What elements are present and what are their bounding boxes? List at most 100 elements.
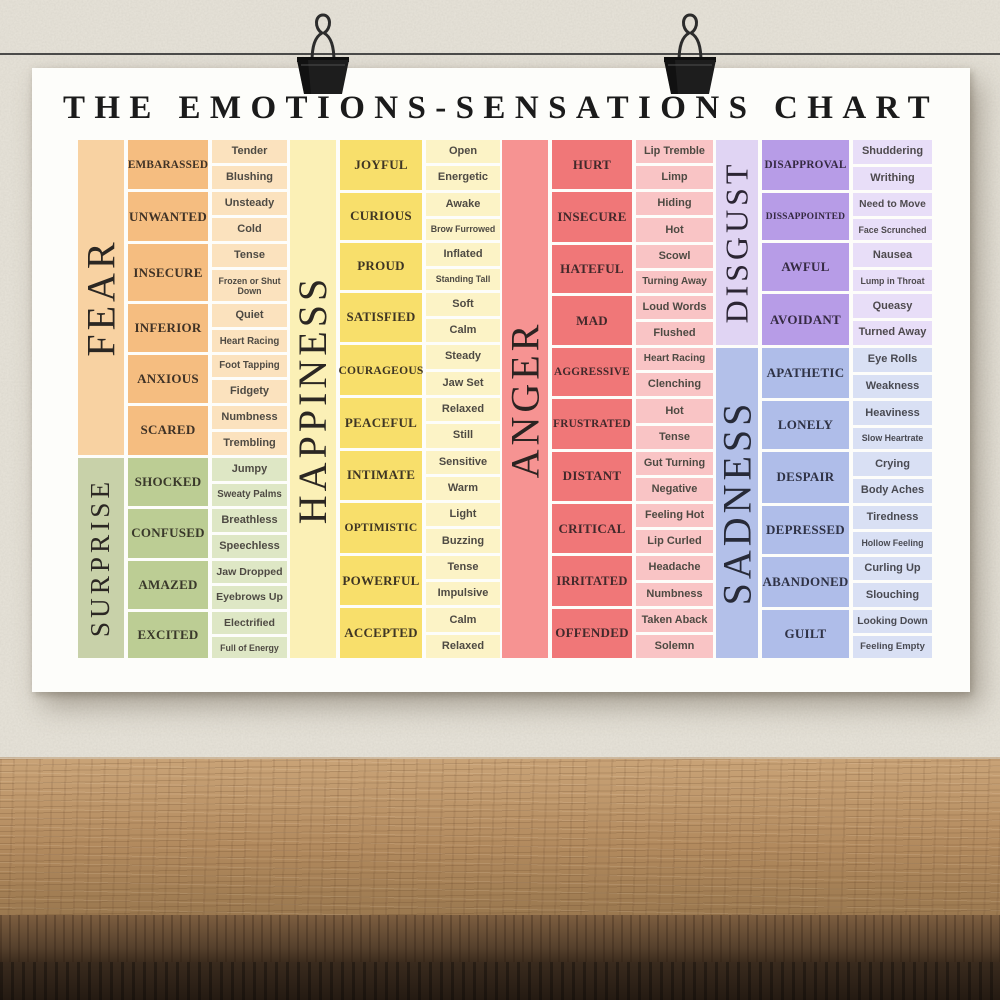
sensation-cell: Shuddering (853, 140, 932, 164)
sensation-cell: Buzzing (426, 529, 500, 553)
sensation-cell: Unsteady (212, 192, 287, 216)
emotion-cell: JOYFUL (340, 140, 422, 190)
sensation-cell: Hollow Feeling (853, 532, 932, 554)
page-title: THE EMOTIONS-SENSATIONS CHART (62, 90, 940, 126)
sensation-cell: Curling Up (853, 556, 932, 581)
sensation-cell: Quiet (212, 304, 287, 328)
group-band-anger: ANGER (502, 140, 548, 658)
sensation-cell: Breathless (212, 508, 287, 532)
sensation-cell: Steady (426, 345, 500, 369)
emotion-cell: ACCEPTED (340, 608, 422, 658)
emotion-cell: OPTIMISTIC (340, 503, 422, 553)
sensation-cell: Fidgety (212, 379, 287, 403)
sensation-cell: Turning Away (636, 270, 713, 293)
sensation-cell: Electrified (212, 611, 287, 635)
emotion-cell: AWFUL (762, 243, 849, 292)
emotion-cell: INTIMATE (340, 450, 422, 501)
emotion-cell: UNWANTED (128, 192, 208, 242)
sensation-cell: Hot (636, 399, 713, 423)
sensation-cell: Heaviness (853, 401, 932, 426)
sensation-cell: Face Scrunched (853, 219, 932, 241)
group-label-disgust: DISGUST (719, 161, 755, 324)
sensation-cell: Warm (426, 476, 500, 501)
sensation-cell: Jaw Set (426, 371, 500, 395)
emotion-cell: INFERIOR (128, 304, 208, 352)
sensation-cell: Tense (212, 244, 287, 268)
column-group: DISGUST DISAPPROVAL Shuddering Writhing DISS… (716, 140, 932, 658)
binder-clip-icon (297, 13, 349, 94)
sensation-cell: Feeling Hot (636, 504, 713, 528)
sensation-cell: Open (426, 140, 500, 164)
sensation-cell: Sweaty Palms (212, 483, 287, 506)
emotion-cell: APATHETIC (762, 347, 849, 399)
hanging-wire (0, 53, 1000, 55)
sensation-cell: Foot Tapping (212, 355, 287, 377)
sensation-cell: Eyebrows Up (212, 586, 287, 609)
emotion-cell: PEACEFUL (340, 397, 422, 448)
chart: FEAR EMBARASSED Tender Blushing UNWANTED Unst… (32, 140, 970, 658)
sensation-cell: Awake (426, 192, 500, 216)
emotion-cell: DEPRESSED (762, 505, 849, 554)
sensation-cell: Relaxed (426, 634, 500, 658)
sensation-cell: Feeling Empty (853, 636, 932, 658)
table-top-surface (0, 757, 1000, 917)
sensation-cell: Light (426, 503, 500, 527)
sensation-cell: Tense (426, 555, 500, 580)
sensation-cell: Hiding (636, 192, 713, 216)
group-label-sadness: SADNESS (716, 399, 758, 606)
sensation-cell: Looking Down (853, 610, 932, 634)
group-band-happiness: HAPPINESS (290, 140, 336, 658)
sensation-cell: Full of Energy (212, 637, 287, 658)
emotion-cell: SCARED (128, 405, 208, 455)
emotion-cell: COURAGEOUS (338, 345, 423, 395)
sensation-cell: Blushing (212, 166, 287, 190)
sensation-cell: Relaxed (426, 397, 500, 422)
sensation-cell: Tender (212, 140, 287, 164)
sensation-cell: Weakness (853, 374, 932, 399)
sensation-cell: Clenching (636, 373, 713, 397)
emotion-cell: CONFUSED (128, 508, 208, 558)
emotion-cell: DESPAIR (762, 452, 849, 503)
sensation-cell: Scowl (636, 244, 713, 268)
sensation-cell: Trembling (212, 431, 287, 455)
emotion-cell: PROUD (340, 242, 422, 290)
sensation-cell: Body Aches (853, 478, 932, 503)
sensation-cell: Impulsive (426, 582, 500, 606)
emotion-cell: LONELY (762, 401, 849, 450)
emotion-cell: EMBARASSED (128, 140, 208, 190)
sensation-cell: Standing Tall (426, 268, 500, 290)
emotion-cell: CURIOUS (340, 192, 422, 240)
emotion-cell: EXCITED (128, 611, 208, 658)
sensation-cell: Cold (212, 218, 287, 242)
emotion-cell: HURT (552, 140, 632, 190)
sensation-cell: Gut Turning (636, 451, 713, 475)
sensation-cell: Soft (426, 292, 500, 316)
sensation-cell: Writhing (853, 166, 932, 191)
sensation-cell: Flushed (636, 322, 713, 346)
sensation-cell: Sensitive (426, 450, 500, 474)
sensation-cell: Slow Heartrate (853, 428, 932, 450)
emotion-cell: MAD (552, 295, 632, 346)
emotion-cell: POWERFUL (340, 555, 422, 606)
sensation-cell: Solemn (636, 634, 713, 658)
group-band-surprise: SURPRISE (78, 457, 124, 658)
group-label-fear: FEAR (78, 238, 124, 357)
group-band-disgust: DISGUST (716, 140, 758, 345)
sensation-cell: Queasy (853, 294, 932, 319)
group-label-surprise: SURPRISE (85, 478, 116, 638)
sensation-cell: Inflated (426, 242, 500, 266)
emotion-cell: IRRITATED (552, 556, 632, 606)
sensation-cell: Negative (636, 477, 713, 502)
sensation-cell: Numbness (212, 405, 287, 429)
emotion-cell: HATEFUL (552, 244, 632, 293)
emotion-cell: AGGRESSIVE (552, 348, 632, 397)
emotion-cell: GUILT (762, 610, 849, 658)
sensation-cell: Speechless (212, 534, 287, 558)
sensation-cell: Heart Racing (212, 330, 287, 352)
emotion-cell: FRUSTRATED (552, 399, 632, 449)
emotion-cell: DISAPPROVAL (762, 140, 849, 191)
group-label-anger: ANGER (502, 320, 548, 478)
emotion-cell: DISSAPPOINTED (762, 193, 849, 241)
emotion-cell: AMAZED (128, 560, 208, 609)
